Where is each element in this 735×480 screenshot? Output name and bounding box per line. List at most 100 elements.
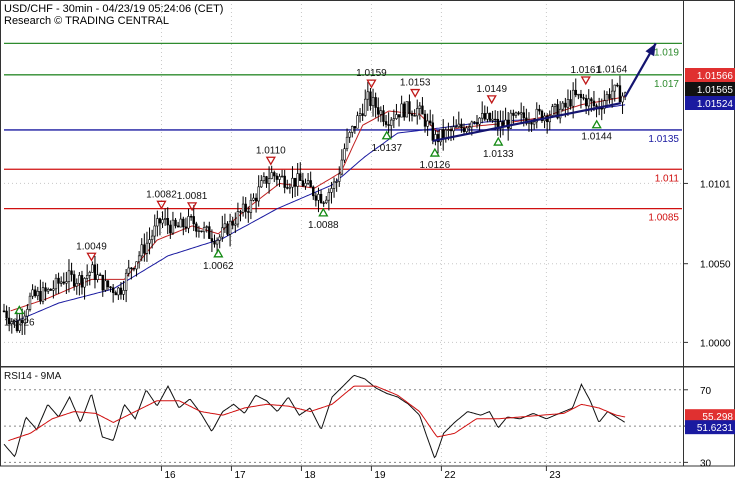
swing-low-marker bbox=[318, 207, 329, 217]
candle-body bbox=[88, 272, 91, 276]
candle-body bbox=[137, 255, 141, 263]
candle-body bbox=[234, 223, 237, 226]
candle-body bbox=[374, 97, 377, 108]
candle-body bbox=[161, 219, 164, 224]
candle-body bbox=[244, 203, 247, 212]
chart-title: USD/CHF - 30min - 04/23/19 05:24:06 (CET… bbox=[4, 3, 223, 15]
candle-body bbox=[163, 218, 167, 220]
candle-body bbox=[553, 104, 557, 107]
candle-body bbox=[145, 242, 149, 254]
candle-body bbox=[260, 180, 263, 188]
candle-body bbox=[304, 182, 307, 187]
candle-body bbox=[353, 126, 357, 129]
candle-body bbox=[522, 112, 525, 119]
price-badge bbox=[685, 96, 735, 110]
price-levels: 1.019 1.017 1.0135 1.011 1.0085 bbox=[4, 42, 682, 224]
candle-body bbox=[275, 175, 279, 180]
candle-body bbox=[299, 173, 302, 181]
price-y-tick-label: 1.0101 bbox=[700, 179, 731, 190]
candle-body bbox=[429, 120, 432, 124]
candle-body bbox=[452, 126, 455, 132]
candle-body bbox=[449, 129, 453, 132]
candle-body bbox=[335, 181, 338, 183]
candle-body bbox=[213, 240, 216, 245]
candle-body bbox=[491, 118, 494, 121]
candle-body bbox=[436, 134, 440, 143]
candle-body bbox=[208, 226, 211, 239]
candle-body bbox=[80, 275, 84, 288]
candle-body bbox=[571, 89, 575, 107]
swing-low-marker bbox=[14, 305, 25, 315]
chart-source: Research © TRADING CENTRAL bbox=[4, 15, 169, 27]
rsi-ma-line bbox=[8, 385, 626, 442]
trendline bbox=[432, 102, 621, 143]
x-axis-tick-label: 22 bbox=[444, 470, 456, 480]
swing-low-label: 1.0088 bbox=[308, 220, 339, 231]
candle-body bbox=[18, 320, 21, 331]
candle-body bbox=[96, 274, 99, 280]
candle-body bbox=[595, 105, 598, 108]
swing-low-label: 1.0126 bbox=[420, 160, 451, 171]
candle-body bbox=[67, 270, 71, 282]
candle-body bbox=[610, 90, 614, 99]
candle-body bbox=[215, 240, 219, 245]
candle-body bbox=[509, 112, 512, 129]
candle-body bbox=[28, 295, 32, 310]
candle-body bbox=[530, 122, 533, 125]
candle-body bbox=[506, 119, 510, 129]
rsi-series bbox=[3, 374, 626, 459]
candle-body bbox=[423, 113, 427, 127]
candle-body bbox=[392, 118, 396, 121]
candle-body bbox=[54, 277, 58, 290]
candle-body bbox=[608, 94, 611, 99]
candle-body bbox=[111, 287, 115, 293]
candle-body bbox=[618, 85, 622, 103]
candle-body bbox=[418, 105, 422, 109]
candle-body bbox=[558, 108, 562, 119]
candle-body bbox=[182, 218, 185, 228]
candle-body bbox=[166, 218, 169, 226]
level-label: 1.019 bbox=[654, 47, 679, 58]
candle-body bbox=[584, 98, 588, 107]
x-axis-tick-label: 23 bbox=[549, 470, 561, 480]
candle-body bbox=[117, 287, 120, 296]
forecast-arrow-head bbox=[645, 43, 656, 57]
candle-body bbox=[7, 317, 11, 325]
ma-fast-line bbox=[10, 96, 626, 312]
swing-high-label: 1.0159 bbox=[356, 68, 387, 79]
candle-body bbox=[384, 121, 388, 125]
swing-high-marker bbox=[186, 202, 198, 212]
candle-body bbox=[501, 121, 505, 127]
swing-high-label: 1.0081 bbox=[177, 191, 208, 202]
candle-body bbox=[205, 226, 208, 228]
candle-body bbox=[130, 267, 133, 270]
candle-body bbox=[468, 126, 471, 129]
candle-body bbox=[109, 286, 112, 289]
candle-body bbox=[249, 199, 253, 213]
candle-body bbox=[312, 186, 315, 197]
candle-body bbox=[455, 126, 458, 128]
level-label: 1.0135 bbox=[648, 134, 679, 145]
candle-body bbox=[325, 199, 328, 204]
candle-body bbox=[577, 93, 580, 96]
x-axis: 16 17 18 19 22 23 bbox=[160, 466, 561, 480]
candle-body bbox=[306, 180, 310, 184]
price-grid bbox=[4, 4, 682, 366]
price-overlays bbox=[432, 42, 657, 143]
candle-body bbox=[195, 223, 198, 232]
candle-body bbox=[223, 223, 227, 229]
candle-body bbox=[465, 127, 468, 132]
candle-body bbox=[41, 287, 45, 302]
swing-low-label: 1.0133 bbox=[483, 149, 514, 160]
candle-body bbox=[226, 223, 229, 235]
candle-body bbox=[210, 238, 214, 242]
candle-body bbox=[348, 132, 351, 138]
swing-low-label: 1.0137 bbox=[371, 143, 402, 154]
candle-body bbox=[590, 98, 593, 102]
level-label: 1.011 bbox=[655, 173, 680, 184]
rsi-panel-title: RSI14 - 9MA bbox=[4, 371, 62, 382]
level-label: 1.0085 bbox=[648, 213, 679, 224]
swing-high-label: 1.0161 bbox=[570, 65, 601, 76]
price-y-tick-label: 1.0000 bbox=[700, 338, 731, 349]
